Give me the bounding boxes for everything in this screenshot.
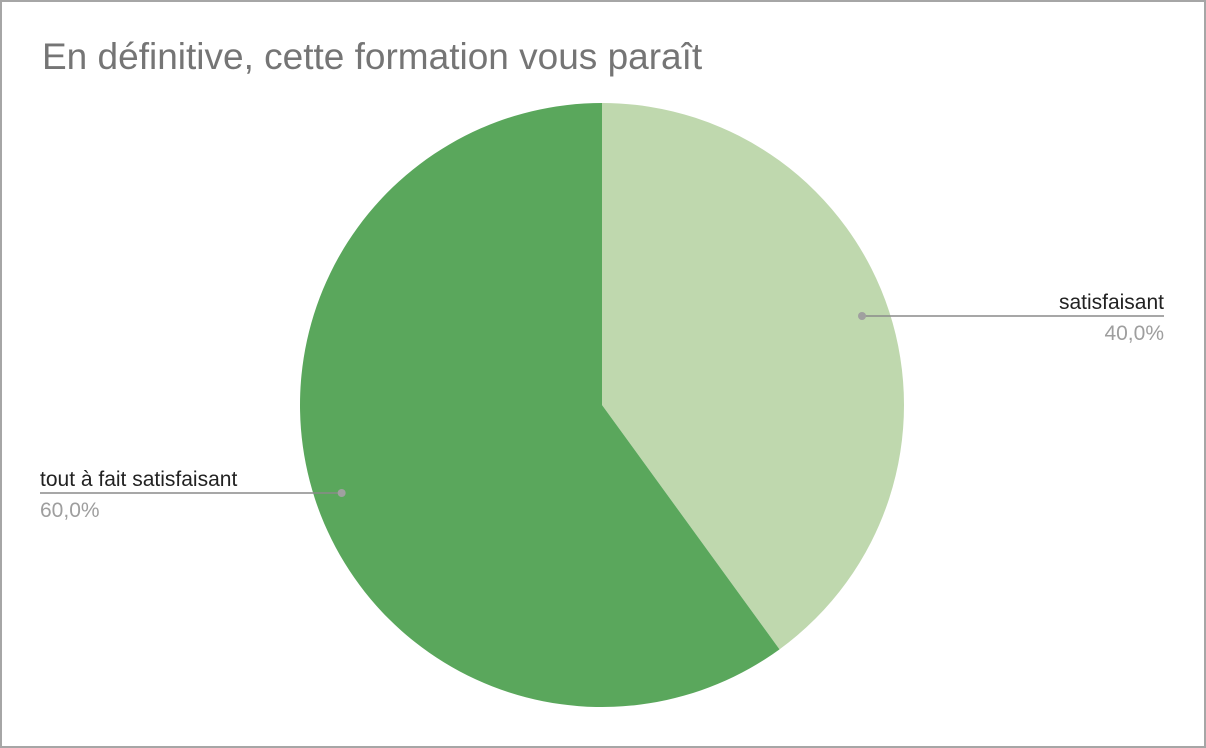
pie-slices bbox=[300, 103, 905, 708]
slice-label: satisfaisant bbox=[1059, 291, 1164, 314]
pie-labels: satisfaisant 40,0% tout à fait satisfaisan… bbox=[40, 291, 1164, 522]
slice-value-label: 60,0% bbox=[40, 499, 100, 522]
slice-label: tout à fait satisfaisant bbox=[40, 468, 237, 491]
leader-dot bbox=[337, 489, 346, 497]
pie-slice-satisfaisant bbox=[602, 103, 905, 650]
slice-value-label: 40,0% bbox=[1104, 322, 1164, 345]
chart-title: En définitive, cette formation vous para… bbox=[42, 36, 703, 77]
leader-dot bbox=[858, 312, 867, 320]
pie-slice-tout-fait-satisfaisant bbox=[300, 103, 780, 708]
